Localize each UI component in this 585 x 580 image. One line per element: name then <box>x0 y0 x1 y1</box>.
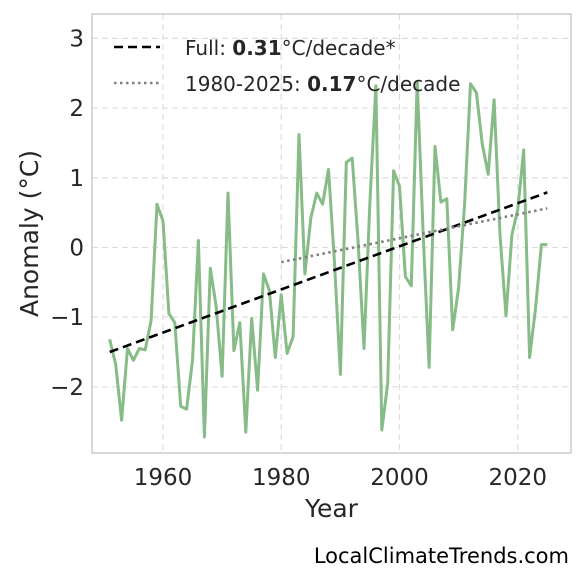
anomaly-line <box>108 80 548 439</box>
trend-line-full <box>109 191 548 354</box>
plot-frame <box>91 13 572 454</box>
legend-label-suffix: °C/decade* <box>282 36 396 60</box>
legend-label: 1980-2025: 0.17°C/decade <box>185 72 460 96</box>
x-tick-label: 1960 <box>134 465 193 491</box>
legend-label-rate: 0.17 <box>307 72 356 96</box>
x-tick-label: 2000 <box>370 465 429 491</box>
y-tick-label: 3 <box>69 26 84 52</box>
x-axis-label: Year <box>304 494 359 523</box>
y-tick-label: 1 <box>69 166 84 192</box>
legend-label-prefix: Full: <box>185 36 232 60</box>
grid <box>92 14 571 453</box>
series-layer <box>108 80 548 439</box>
y-tick-label: 0 <box>69 235 84 261</box>
x-tick-label: 2020 <box>489 465 548 491</box>
legend: Full: 0.31°C/decade*1980-2025: 0.17°C/de… <box>114 36 460 96</box>
legend-label: Full: 0.31°C/decade* <box>185 36 396 60</box>
legend-label-suffix: °C/decade <box>356 72 460 96</box>
legend-label-prefix: 1980-2025: <box>185 72 307 96</box>
y-tick-label: 2 <box>69 96 84 122</box>
y-tick-label: −1 <box>50 305 84 331</box>
source-credit: LocalClimateTrends.com <box>313 544 569 568</box>
y-tick-label: −2 <box>50 375 84 401</box>
x-tick-label: 1980 <box>252 465 311 491</box>
y-axis-label: Anomaly (°C) <box>15 150 44 317</box>
tick-labels: 1960 1980 2000 2020 −2 −1 0 1 2 3 <box>50 26 547 491</box>
legend-label-rate: 0.31 <box>232 36 281 60</box>
